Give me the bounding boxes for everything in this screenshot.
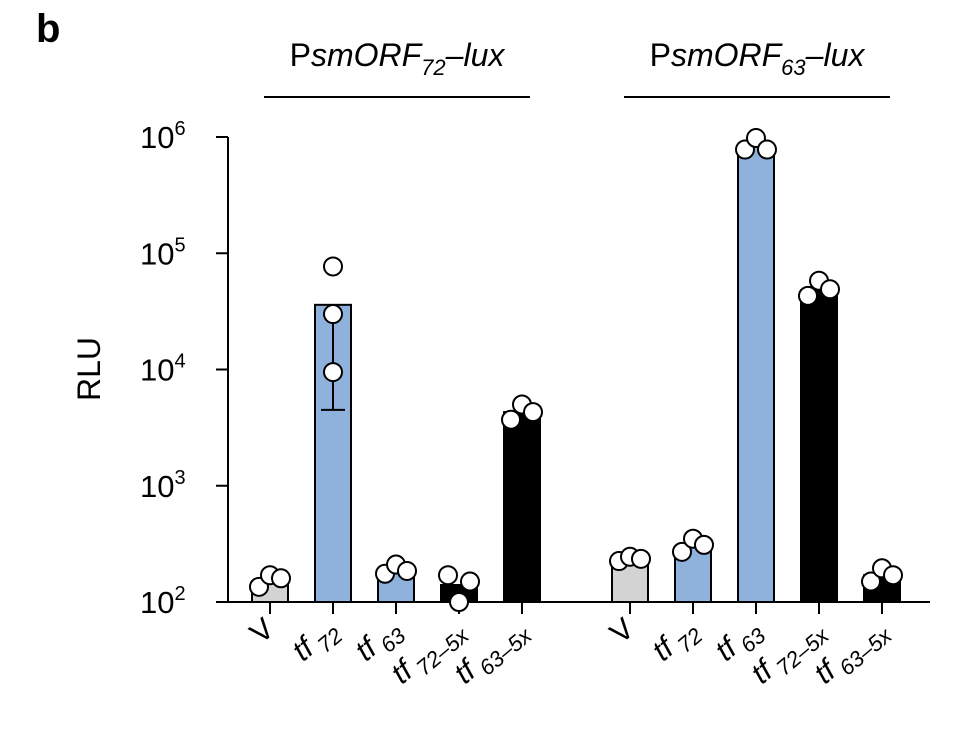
bars (251, 144, 901, 604)
bar (737, 144, 775, 603)
data-point (271, 568, 291, 589)
data-point (438, 565, 458, 586)
data-point (501, 409, 521, 430)
data-point (323, 362, 343, 383)
data-point (820, 279, 840, 300)
y-tick-label: 104 (140, 351, 186, 388)
data-point (672, 541, 692, 562)
group-title: PsmORF63–lux (650, 37, 866, 80)
data-point (757, 139, 777, 160)
bar (800, 289, 838, 603)
category-label: V (244, 612, 281, 650)
data-point (631, 548, 651, 569)
group-titles: PsmORF72–lux PsmORF63–lux (264, 37, 890, 98)
y-tick-label: 106 (140, 118, 186, 155)
group-title: PsmORF72–lux (290, 37, 506, 80)
y-axis-label: RLU (71, 337, 107, 401)
data-points (249, 128, 903, 612)
category-label: tf 63–5x (808, 611, 897, 695)
category-label: tf 72 (286, 612, 347, 672)
data-point (694, 534, 714, 555)
data-point (883, 565, 903, 586)
bar (503, 411, 541, 603)
category-label: tf 72 (646, 612, 707, 672)
y-tick-label: 105 (140, 234, 186, 271)
data-point (798, 285, 818, 306)
panel-label: b (36, 7, 60, 51)
data-point (449, 592, 469, 612)
category-label: tf 63–5x (448, 611, 537, 695)
data-point (460, 571, 480, 592)
y-tick-label: 102 (140, 583, 186, 620)
category-label: V (604, 612, 641, 650)
data-point (861, 571, 881, 592)
data-point (323, 304, 343, 325)
data-point (323, 256, 343, 277)
y-tick-label: 103 (140, 467, 186, 504)
data-point (397, 560, 417, 581)
data-point (523, 402, 543, 423)
